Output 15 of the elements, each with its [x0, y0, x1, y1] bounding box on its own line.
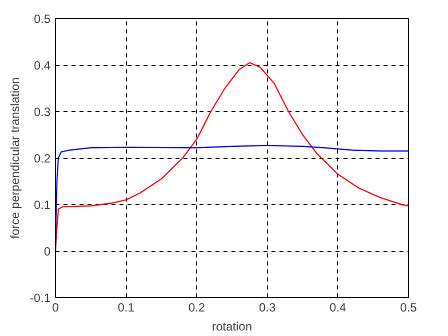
- x-tick-label: 0.4: [330, 300, 347, 314]
- y-tick-label: 0.1: [34, 198, 51, 212]
- x-tick-label: 0.2: [188, 300, 206, 314]
- x-axis-title: rotation: [212, 320, 252, 334]
- y-tick-label: 0.4: [34, 58, 51, 72]
- y-tick-label: 0.3: [34, 105, 51, 119]
- x-tick-label: 0.1: [118, 300, 135, 314]
- y-tick-label: -0.1: [30, 291, 51, 305]
- y-tick-label: 0.2: [34, 152, 51, 166]
- y-axis-title: force perpendicular translation: [8, 77, 22, 239]
- y-tick-label: 0: [44, 244, 51, 258]
- y-tick-label: 0.5: [34, 12, 51, 26]
- x-tick-label: 0.3: [258, 300, 276, 314]
- x-tick-label: 0: [52, 300, 60, 314]
- x-tick-label: 0.5: [400, 300, 418, 314]
